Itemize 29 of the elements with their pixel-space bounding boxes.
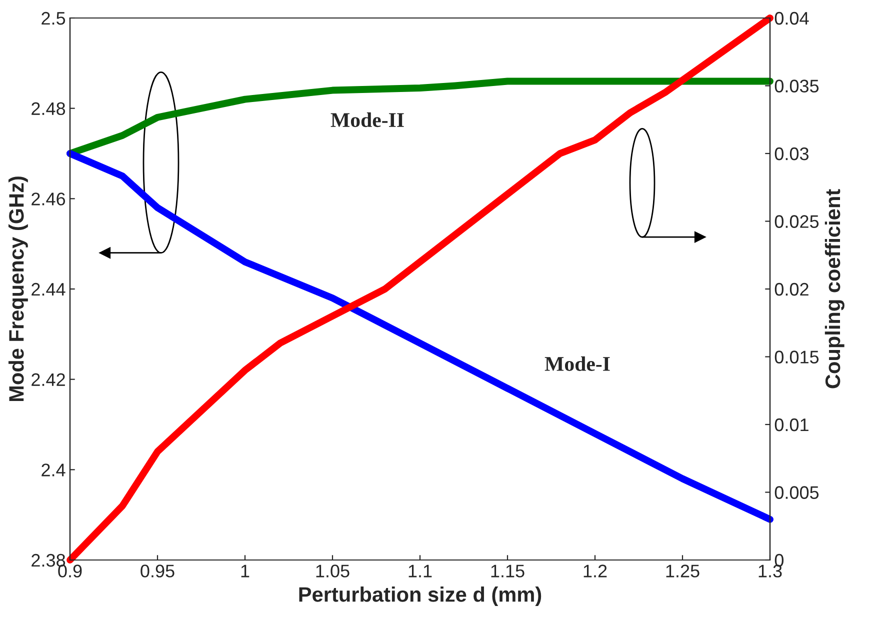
x-tick-label: 0.95 — [140, 564, 174, 578]
x-tick-label: 0.9 — [58, 564, 82, 578]
x-tick-label: 1.1 — [408, 564, 432, 578]
y2-tick-label: 0.01 — [774, 418, 808, 432]
y-tick-label: 2.5 — [42, 12, 66, 25]
x-tick-label: 1.25 — [666, 564, 700, 578]
x-tick-label: 1.15 — [491, 564, 524, 578]
x-tick-label: 1 — [241, 564, 250, 578]
y2-tick-label: 0.035 — [774, 80, 819, 92]
y2-tick-label: 0.04 — [774, 12, 809, 25]
y-tick-label: 2.4 — [42, 464, 66, 476]
x-tick-label: 1.05 — [316, 564, 350, 578]
series-label: Mode-I — [544, 356, 610, 371]
y-tick-label: 2.38 — [32, 554, 66, 567]
y2-axis-title: Coupling coefficient — [824, 189, 844, 388]
y2-tick-label: 0.005 — [774, 486, 819, 499]
y2-tick-label: 0.03 — [774, 147, 809, 160]
x-tick-label: 1.3 — [758, 564, 782, 578]
y-axis-title: Mode Frequency (GHz) — [8, 176, 28, 402]
y-tick-label: 2.42 — [32, 373, 65, 386]
x-axis-title: Perturbation size d (mm) — [299, 586, 542, 606]
y-tick-label: 2.48 — [32, 102, 66, 116]
y-tick-label: 2.46 — [32, 192, 66, 206]
y2-tick-label: 0.015 — [774, 350, 819, 364]
series-label: Mode-II — [330, 112, 404, 128]
x-tick-label: 1.2 — [584, 564, 607, 578]
y-tick-label: 2.44 — [32, 282, 66, 296]
y2-tick-label: 0.025 — [774, 215, 819, 228]
y2-tick-label: 0.02 — [774, 282, 808, 296]
